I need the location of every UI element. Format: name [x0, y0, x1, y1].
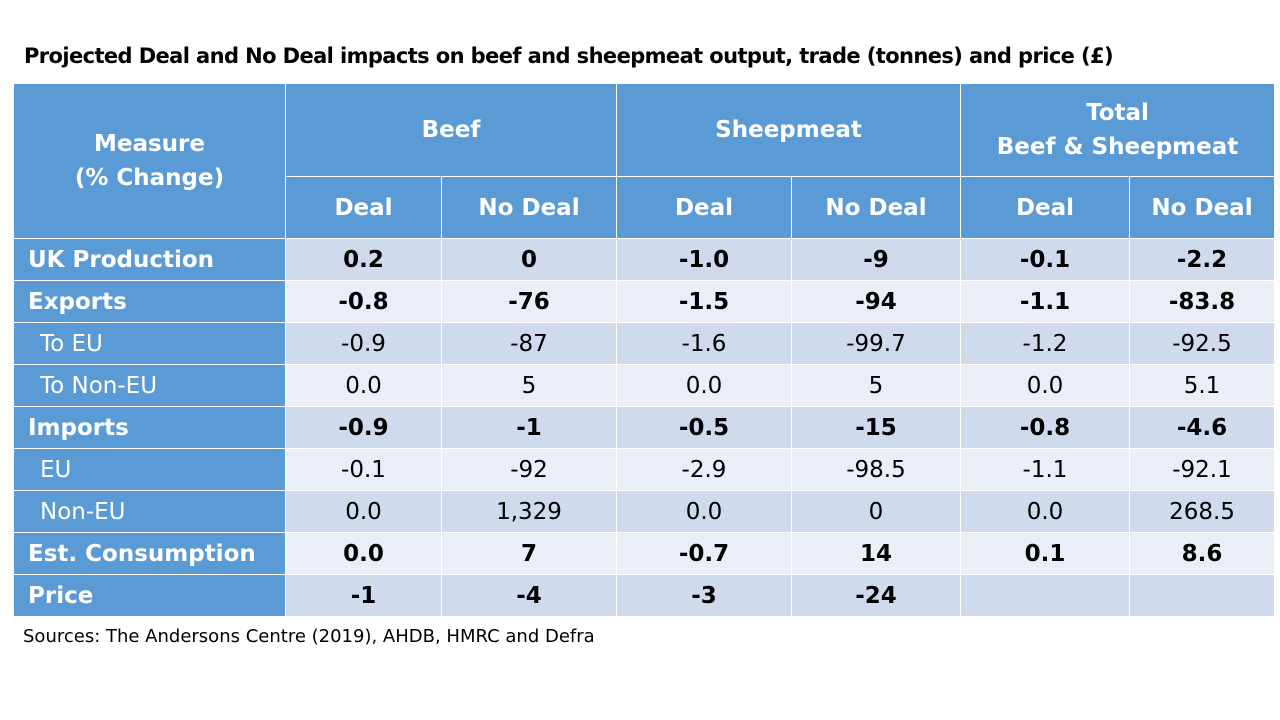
cell-sheepmeat-deal: 0.0	[616, 490, 792, 533]
table-row: Non-EU 0.0 1,329 0.0 0 0.0 268.5	[13, 490, 1275, 533]
cell-total-deal: -1.1	[960, 280, 1130, 323]
row-label: Exports	[13, 280, 286, 323]
cell-beef-no-deal: -1	[441, 406, 617, 449]
cell-total-deal: -0.1	[960, 238, 1130, 281]
measure-header-line-1: Measure	[93, 131, 205, 157]
cell-sheepmeat-no-deal: -99.7	[791, 322, 961, 365]
row-label: To Non-EU	[13, 364, 286, 407]
sub-header-beef-deal: Deal	[285, 176, 442, 239]
group-header-total-line-2: Beef & Sheepmeat	[996, 134, 1239, 160]
cell-beef-deal: -1	[285, 574, 442, 617]
cell-total-deal: -0.8	[960, 406, 1130, 449]
group-header-sheepmeat: Sheepmeat	[616, 83, 961, 177]
cell-beef-deal: -0.1	[285, 448, 442, 491]
group-header-beef: Beef	[285, 83, 617, 177]
cell-beef-deal: 0.0	[285, 490, 442, 533]
cell-sheepmeat-no-deal: 14	[791, 532, 961, 575]
sub-header-sheepmeat-no-deal: No Deal	[791, 176, 961, 239]
row-label: EU	[13, 448, 286, 491]
group-header-sheepmeat-line-1: Sheepmeat	[715, 117, 862, 143]
cell-beef-no-deal: 0	[441, 238, 617, 281]
cell-total-deal: 0.1	[960, 532, 1130, 575]
cell-total-no-deal	[1129, 574, 1275, 617]
cell-total-no-deal: 8.6	[1129, 532, 1275, 575]
cell-sheepmeat-deal: 0.0	[616, 364, 792, 407]
cell-sheepmeat-deal: -3	[616, 574, 792, 617]
sub-header-sheepmeat-deal: Deal	[616, 176, 792, 239]
cell-sheepmeat-deal: -1.6	[616, 322, 792, 365]
table-body: UK Production 0.2 0 -1.0 -9 -0.1 -2.2 Exports -0…	[13, 238, 1275, 617]
cell-sheepmeat-no-deal: -94	[791, 280, 961, 323]
row-label: Price	[13, 574, 286, 617]
cell-beef-no-deal: 1,329	[441, 490, 617, 533]
row-label: To EU	[13, 322, 286, 365]
cell-total-deal: 0.0	[960, 490, 1130, 533]
cell-total-deal: 0.0	[960, 364, 1130, 407]
cell-sheepmeat-deal: -0.5	[616, 406, 792, 449]
cell-total-deal	[960, 574, 1130, 617]
cell-total-deal: -1.1	[960, 448, 1130, 491]
table-row: Price -1 -4 -3 -24	[13, 574, 1275, 617]
cell-total-no-deal: 268.5	[1129, 490, 1275, 533]
group-header-beef-line-1: Beef	[421, 117, 481, 143]
cell-beef-deal: -0.9	[285, 322, 442, 365]
sub-header-beef-no-deal: No Deal	[441, 176, 617, 239]
cell-sheepmeat-no-deal: 5	[791, 364, 961, 407]
cell-sheepmeat-deal: -1.0	[616, 238, 792, 281]
group-header-total-line-1: Total	[1086, 100, 1149, 126]
impacts-table: Measure (% Change) Beef Sheepmeat Total …	[13, 83, 1275, 617]
table-row: EU -0.1 -92 -2.9 -98.5 -1.1 -92.1	[13, 448, 1275, 491]
cell-total-no-deal: -92.5	[1129, 322, 1275, 365]
cell-beef-deal: 0.0	[285, 364, 442, 407]
cell-beef-deal: 0.2	[285, 238, 442, 281]
cell-sheepmeat-no-deal: -24	[791, 574, 961, 617]
row-label: UK Production	[13, 238, 286, 281]
measure-header: Measure (% Change)	[13, 83, 286, 239]
cell-sheepmeat-deal: -0.7	[616, 532, 792, 575]
row-label: Non-EU	[13, 490, 286, 533]
table-row: To Non-EU 0.0 5 0.0 5 0.0 5.1	[13, 364, 1275, 407]
cell-beef-deal: -0.8	[285, 280, 442, 323]
table-row: UK Production 0.2 0 -1.0 -9 -0.1 -2.2	[13, 238, 1275, 281]
table-row: Imports -0.9 -1 -0.5 -15 -0.8 -4.6	[13, 406, 1275, 449]
cell-sheepmeat-no-deal: -9	[791, 238, 961, 281]
row-label: Imports	[13, 406, 286, 449]
source-note: Sources: The Andersons Centre (2019), AH…	[23, 626, 595, 647]
group-header-total: Total Beef & Sheepmeat	[960, 83, 1275, 177]
cell-total-no-deal: 5.1	[1129, 364, 1275, 407]
cell-beef-no-deal: -87	[441, 322, 617, 365]
cell-beef-no-deal: 5	[441, 364, 617, 407]
cell-beef-no-deal: 7	[441, 532, 617, 575]
table-row: Est. Consumption 0.0 7 -0.7 14 0.1 8.6	[13, 532, 1275, 575]
sub-header-total-no-deal: No Deal	[1129, 176, 1275, 239]
cell-sheepmeat-deal: -2.9	[616, 448, 792, 491]
cell-beef-deal: -0.9	[285, 406, 442, 449]
table-title: Projected Deal and No Deal impacts on be…	[24, 44, 1114, 68]
cell-total-no-deal: -92.1	[1129, 448, 1275, 491]
table-row: Exports -0.8 -76 -1.5 -94 -1.1 -83.8	[13, 280, 1275, 323]
cell-beef-no-deal: -76	[441, 280, 617, 323]
table-row: To EU -0.9 -87 -1.6 -99.7 -1.2 -92.5	[13, 322, 1275, 365]
cell-sheepmeat-deal: -1.5	[616, 280, 792, 323]
cell-total-no-deal: -4.6	[1129, 406, 1275, 449]
cell-sheepmeat-no-deal: -15	[791, 406, 961, 449]
cell-beef-no-deal: -92	[441, 448, 617, 491]
cell-total-no-deal: -2.2	[1129, 238, 1275, 281]
cell-total-no-deal: -83.8	[1129, 280, 1275, 323]
measure-header-line-2: (% Change)	[74, 165, 225, 191]
cell-beef-no-deal: -4	[441, 574, 617, 617]
sub-header-total-deal: Deal	[960, 176, 1130, 239]
row-label: Est. Consumption	[13, 532, 286, 575]
cell-beef-deal: 0.0	[285, 532, 442, 575]
cell-sheepmeat-no-deal: -98.5	[791, 448, 961, 491]
cell-sheepmeat-no-deal: 0	[791, 490, 961, 533]
cell-total-deal: -1.2	[960, 322, 1130, 365]
